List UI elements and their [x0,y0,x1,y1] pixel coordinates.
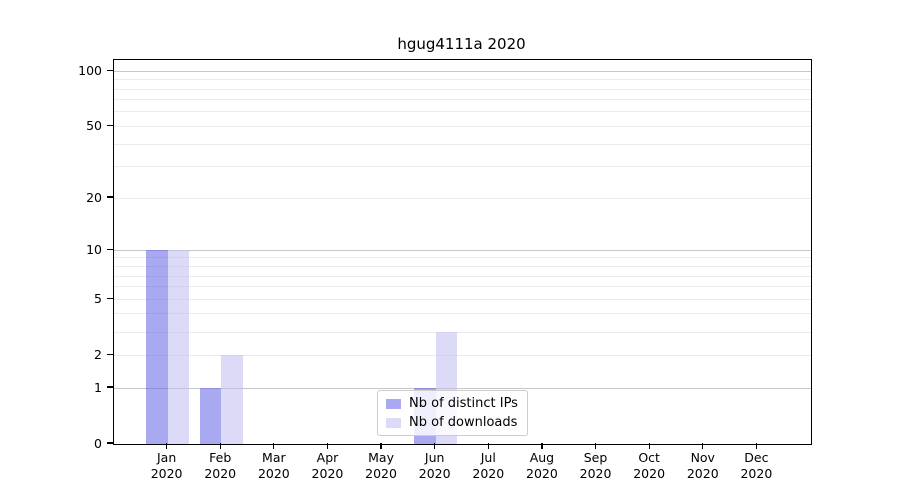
chart-title: hgug4111a 2020 [397,35,526,53]
x-axis-tick [273,443,275,449]
x-axis-tick-label: Jun 2020 [418,450,451,481]
x-axis-tick-label: Feb 2020 [204,450,237,481]
y-axis-tick-label: 1 [94,379,102,395]
gridline-minor [114,266,811,267]
gridline-major [114,387,811,389]
gridline-minor [114,331,811,333]
x-axis-tick [487,443,489,449]
x-axis-tick [326,443,329,449]
gridline-major [114,70,811,72]
x-axis-tick-label: May 2020 [365,450,397,481]
bar-distinct-ips-jan [146,250,168,444]
gridline-minor [114,313,811,315]
y-axis-tick [107,196,113,198]
x-axis-tick-label: Aug 2020 [526,450,558,481]
x-axis-tick-label: Oct 2020 [633,450,666,481]
legend-swatch-distinct-ips [386,398,401,409]
y-axis-tick-label: 10 [86,241,102,257]
x-axis-tick [594,443,597,449]
legend-swatch-downloads [386,417,401,428]
y-axis-tick-label: 50 [86,117,102,133]
legend-item-downloads: Nb of downloads [386,415,518,430]
plot-area: Nb of distinct IPs Nb of downloads [113,59,812,445]
gridline-minor [114,79,811,81]
gridline-major [114,249,811,251]
bar-downloads-feb [221,355,243,444]
x-axis-tick [541,443,543,449]
y-axis-tick-label: 0 [94,435,102,451]
y-axis-tick [107,442,113,444]
gridline-minor [114,197,811,199]
y-axis-tick [107,248,113,250]
gridline-minor [114,166,811,168]
gridline-minor [114,99,811,101]
x-axis-tick-label: Jan 2020 [150,450,183,481]
x-axis-tick [380,443,382,449]
gridline-minor [114,354,811,356]
y-axis-tick [107,386,113,388]
bar-downloads-jan [167,250,190,444]
legend-item-distinct-ips: Nb of distinct IPs [386,396,518,411]
legend-label-distinct-ips: Nb of distinct IPs [409,396,518,411]
x-axis-tick [434,443,436,449]
y-axis-tick-label: 20 [86,189,102,205]
legend: Nb of distinct IPs Nb of downloads [377,390,528,436]
x-axis-tick [702,443,704,449]
gridline-minor [114,257,811,259]
x-axis-tick [166,443,168,449]
y-axis-tick-label: 2 [94,346,102,362]
bar-distinct-ips-feb [199,388,222,444]
x-axis-tick-label: Sep 2020 [579,450,612,481]
x-axis-tick-label: Jul 2020 [472,450,505,481]
x-axis-tick-label: Apr 2020 [311,450,344,481]
y-axis-tick [107,297,113,299]
x-axis-tick [219,443,221,449]
x-axis-tick [648,443,650,449]
y-axis-tick [107,124,113,126]
y-axis-tick-label: 5 [94,290,102,306]
y-axis-tick-label: 100 [78,62,102,78]
y-axis-tick [107,353,113,355]
x-axis-tick-label: Dec 2020 [740,450,773,481]
y-axis-tick [107,69,113,71]
gridline-minor [114,143,811,145]
x-axis-tick [755,443,757,449]
x-axis-tick-label: Mar 2020 [257,450,290,481]
gridline-minor [114,275,811,277]
gridline-minor [114,286,811,288]
x-axis-tick-label: Nov 2020 [686,450,719,481]
gridline-minor [114,298,811,300]
gridline-minor [114,125,811,127]
legend-label-downloads: Nb of downloads [409,415,518,430]
gridline-minor [114,88,811,90]
gridline-minor [114,111,811,113]
